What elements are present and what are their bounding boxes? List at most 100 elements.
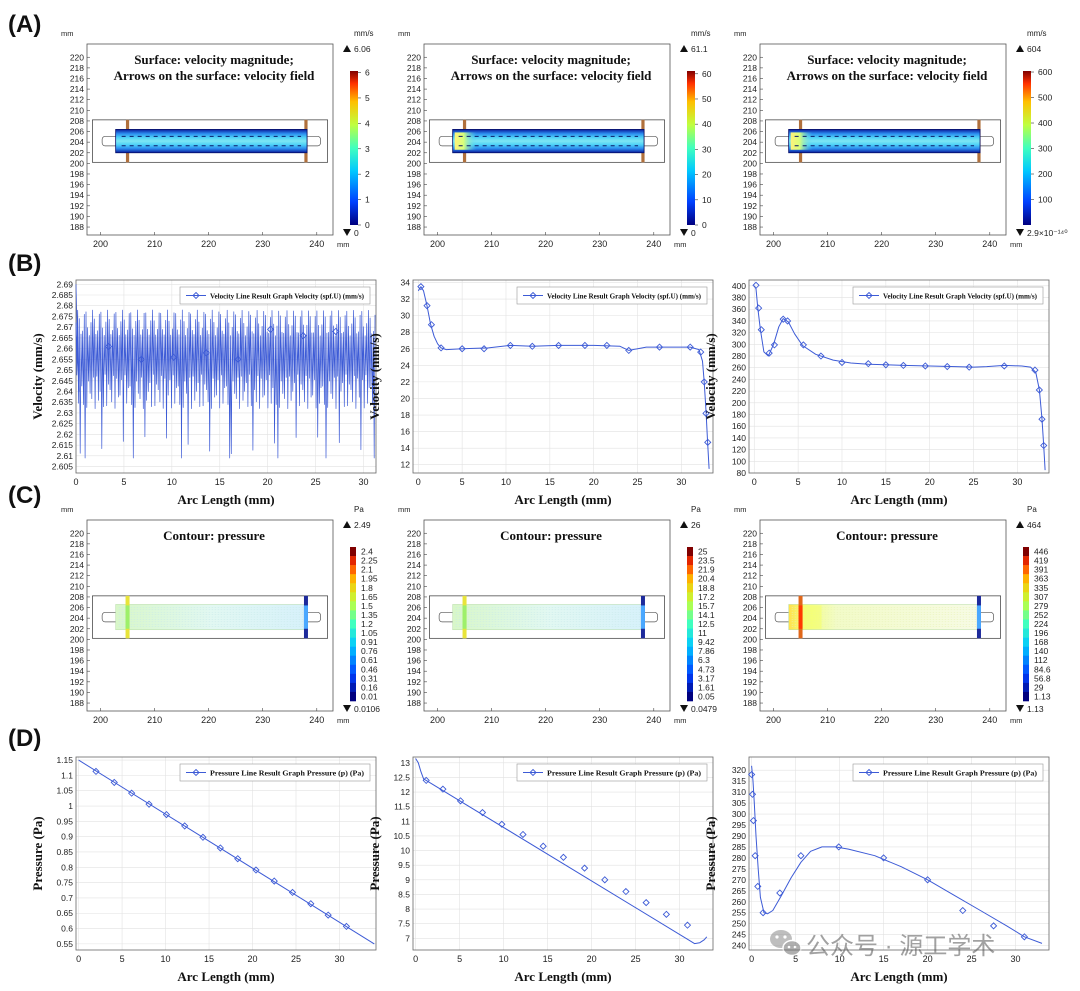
y-tick-label: 208	[743, 116, 757, 126]
x-tick-label: 5	[460, 477, 465, 487]
map-title-line: Surface: velocity magnitude;	[134, 52, 294, 67]
colorbar-level-label: 11	[698, 628, 707, 638]
colorbar-tick-label: 600	[1038, 67, 1052, 77]
colorbar-level-label: 1.5	[361, 601, 373, 611]
x-tick-label: 200	[430, 239, 445, 249]
y-tick-label: 218	[70, 63, 84, 73]
x-unit-label: mm	[674, 240, 687, 249]
x-tick-label: 25	[631, 954, 641, 964]
y-tick-label: 212	[407, 571, 421, 581]
colorbar-level-label: 1.61	[698, 682, 715, 692]
y-tick-label: 28	[401, 327, 411, 337]
data-point-marker	[202, 349, 210, 357]
colorbar-unit: Pa	[354, 505, 364, 514]
y-tick-label: 250	[732, 919, 746, 929]
domain-outline	[765, 595, 1001, 639]
colorbar-level	[350, 646, 356, 657]
colorbar-max-label: 604	[1027, 44, 1041, 54]
colorbar-level	[687, 646, 693, 657]
data-point-marker	[137, 355, 145, 363]
y-tick-label: 285	[732, 842, 746, 852]
x-tick-label: 200	[430, 715, 445, 725]
legend-box	[852, 286, 1044, 305]
y-tick-label: 192	[743, 677, 757, 687]
y-tick-label: 192	[70, 201, 84, 211]
y-tick-label: 340	[732, 316, 746, 326]
plot-area	[749, 280, 1049, 473]
x-tick-label: 240	[982, 239, 997, 249]
y-tick-label: 9.5	[398, 860, 410, 870]
y-tick-label: 2.645	[52, 376, 74, 386]
data-point-marker	[170, 353, 178, 361]
y-tick-label: 0.6	[61, 924, 73, 934]
x-unit-label: mm	[337, 240, 350, 249]
y-unit-label: mm	[398, 29, 411, 38]
y-tick-label: 290	[732, 831, 746, 841]
colorbar-level	[687, 682, 693, 693]
y-tick-label: 208	[407, 592, 421, 602]
y-tick-label: 220	[407, 528, 421, 538]
x-tick-label: 5	[796, 477, 801, 487]
colorbar-level	[350, 628, 356, 638]
x-tick-label: 20	[587, 954, 597, 964]
colorbar-level-label: 56.8	[1034, 673, 1051, 683]
data-point-marker	[92, 767, 100, 776]
x-tick-label: 10	[501, 477, 511, 487]
data-point-marker	[528, 342, 536, 350]
data-point-marker	[192, 768, 200, 777]
data-point-marker	[959, 906, 967, 915]
x-tick-label: 220	[538, 715, 553, 725]
x-tick-label: 0	[73, 477, 78, 487]
map-title-line: Contour: pressure	[163, 528, 265, 543]
colorbar	[350, 71, 358, 225]
colorbar-level-label: 25	[698, 547, 708, 557]
y-tick-label: 0.85	[56, 847, 73, 857]
colorbar-level	[1023, 565, 1029, 575]
y-tick-label: 275	[732, 864, 746, 874]
y-tick-label: 2.61	[56, 451, 73, 461]
y-tick-label: 212	[407, 95, 421, 105]
colorbar-level-label: 29	[1034, 682, 1044, 692]
x-tick-label: 230	[928, 715, 943, 725]
inlet-hotspot	[790, 132, 813, 150]
colorbar-level	[350, 556, 356, 566]
colorbar-level-label: 0.05	[698, 691, 715, 701]
colorbar-max-label: 26	[691, 520, 701, 530]
y-tick-label: 2.665	[52, 333, 74, 343]
x-tick-label: 200	[766, 715, 781, 725]
y-tick-label: 204	[70, 137, 84, 147]
inlet-hotspot	[803, 605, 822, 629]
y-tick-label: 220	[743, 52, 757, 62]
y-tick-label: 202	[407, 624, 421, 634]
x-tick-label: 25	[311, 477, 321, 487]
colorbar-level	[687, 547, 693, 557]
series-line	[415, 758, 708, 945]
y-tick-label: 380	[732, 293, 746, 303]
data-point-marker	[1020, 933, 1029, 941]
x-tick-label: 15	[204, 954, 214, 964]
data-point-marker	[439, 785, 447, 793]
y-tick-label: 188	[70, 698, 84, 708]
colorbar-level-label: 279	[1034, 601, 1048, 611]
max-triangle-icon	[680, 521, 688, 528]
x-tick-label: 30	[1012, 477, 1022, 487]
x-tick-label: 240	[646, 239, 661, 249]
colorbar-level-label: 1.95	[361, 574, 378, 584]
colorbar-level	[687, 673, 693, 684]
legend-box	[516, 763, 708, 782]
colorbar-level-label: 23.5	[698, 556, 715, 566]
colorbar-level-label: 2.4	[361, 547, 373, 557]
x-tick-label: 230	[255, 239, 270, 249]
y-tick-label: 26	[401, 344, 411, 354]
data-point-marker	[943, 362, 951, 371]
y-tick-label: 218	[743, 539, 757, 549]
data-point-marker	[683, 921, 692, 929]
y-tick-label: 2.65	[56, 365, 73, 375]
colorbar-level-label: 196	[1034, 628, 1048, 638]
y-tick-label: 204	[407, 613, 421, 623]
panel-label-c: (C)	[8, 482, 41, 509]
y-tick-label: 196	[743, 656, 757, 666]
y-tick-label: 9	[405, 875, 410, 885]
x-unit-label: mm	[674, 716, 687, 725]
